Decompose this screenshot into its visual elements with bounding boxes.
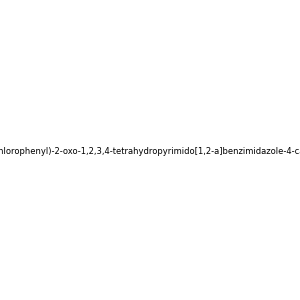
Text: N-(2,4-dichlorophenyl)-2-oxo-1,2,3,4-tetrahydropyrimido[1,2-a]benzimidazole-4-ca: N-(2,4-dichlorophenyl)-2-oxo-1,2,3,4-tet… <box>0 147 300 156</box>
